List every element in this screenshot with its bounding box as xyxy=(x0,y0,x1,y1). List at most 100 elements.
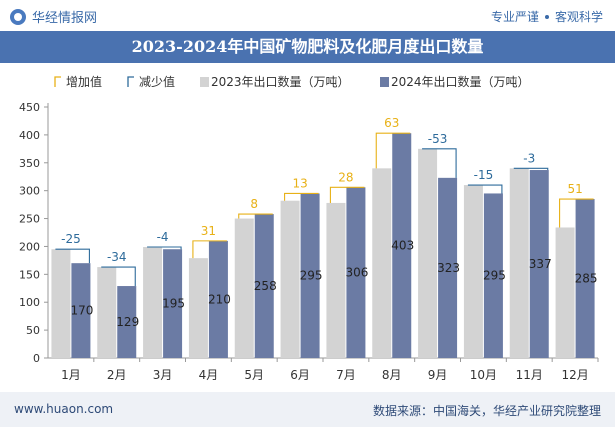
difference-bracket-4 xyxy=(238,213,273,219)
top-bar: 华经情报网 专业严谨 客观科学 xyxy=(0,0,615,31)
difference-label-10: -3 xyxy=(523,151,535,165)
legend-label-2: 2023年出口数量（万吨） xyxy=(211,74,350,89)
legend-marker-2 xyxy=(200,77,209,87)
value-label-2024-7: 403 xyxy=(391,239,414,253)
y-tick-label-150: 150 xyxy=(19,268,40,281)
y-tick-label-0: 0 xyxy=(33,352,40,365)
x-tick-label-3: 4月 xyxy=(199,368,219,382)
value-label-2024-5: 295 xyxy=(300,269,323,283)
y-tick-label-300: 300 xyxy=(19,185,40,198)
y-tick-label-200: 200 xyxy=(19,240,40,253)
bar-2024-0 xyxy=(71,263,91,358)
difference-bracket-3 xyxy=(192,240,227,259)
x-tick-label-10: 11月 xyxy=(516,368,543,382)
bar-2023-4 xyxy=(234,218,254,358)
data-source: 数据来源：中国海关，华经产业研究院整理 xyxy=(372,404,601,418)
chart: 增加值 减少值 2023年出口数量（万吨） 2024年出口数量（万吨） 0 50 100 1… xyxy=(19,74,599,382)
difference-bracket-7 xyxy=(375,132,411,169)
difference-bracket-9 xyxy=(467,184,503,194)
chart-title: 2023-2024年中国矿物肥料及化肥月度出口数量 xyxy=(0,31,615,63)
bar-2023-2 xyxy=(143,247,163,358)
difference-label-5: 13 xyxy=(292,176,307,190)
difference-label-7: 63 xyxy=(384,116,399,130)
legend-marker-1 xyxy=(127,76,134,87)
separator-dot-icon xyxy=(544,15,549,19)
brand[interactable]: 华经情报网 xyxy=(10,7,97,26)
bar-2024-8 xyxy=(438,177,458,358)
bar-2023-10 xyxy=(509,168,529,358)
value-label-2024-1: 129 xyxy=(116,315,139,329)
legend-label-0: 增加值 xyxy=(66,74,102,89)
value-label-2024-9: 295 xyxy=(483,269,506,283)
y-tick-label-350: 350 xyxy=(19,157,40,170)
difference-bracket-1 xyxy=(101,266,136,287)
bar-2024-11 xyxy=(575,199,595,358)
x-tick-label-1: 2月 xyxy=(107,368,127,382)
value-label-2024-0: 170 xyxy=(70,304,93,318)
difference-label-3: 31 xyxy=(201,224,216,238)
footer: www.huaon.com 数据来源：中国海关，华经产业研究院整理 xyxy=(0,392,615,427)
y-tick-label-250: 250 xyxy=(19,213,40,226)
bar-2024-9 xyxy=(483,193,503,358)
x-tick-label-5: 6月 xyxy=(290,368,310,382)
bar-2024-3 xyxy=(208,240,228,358)
bar-2023-11 xyxy=(555,227,575,358)
difference-bracket-8 xyxy=(422,148,457,178)
difference-bracket-6 xyxy=(329,186,365,203)
difference-bracket-2 xyxy=(147,246,182,250)
value-label-2024-4: 258 xyxy=(254,279,277,293)
y-tick-label-450: 450 xyxy=(19,101,40,114)
bars xyxy=(51,132,595,358)
x-tick-label-9: 10月 xyxy=(470,368,497,382)
difference-label-2: -4 xyxy=(157,230,169,244)
difference-label-6: 28 xyxy=(338,170,353,184)
bar-2024-4 xyxy=(254,214,274,358)
data-labels: -25 170 -34 129 -4 195 31 210 8 258 13 295 28 306 63 40… xyxy=(61,116,597,329)
value-label-2024-10: 337 xyxy=(529,257,552,271)
value-label-2024-3: 210 xyxy=(208,292,231,306)
x-tick-label-7: 8月 xyxy=(382,368,402,382)
value-label-2024-6: 306 xyxy=(345,266,368,280)
bar-2023-1 xyxy=(97,267,117,358)
x-tick-label-6: 7月 xyxy=(336,368,356,382)
bar-2023-7 xyxy=(372,168,392,358)
difference-bracket-11 xyxy=(559,198,594,228)
value-label-2024-8: 323 xyxy=(437,261,460,275)
brand-name: 华经情报网 xyxy=(32,11,98,26)
bar-2024-1 xyxy=(117,286,137,358)
difference-bracket-5 xyxy=(284,192,319,201)
y-tick-label-100: 100 xyxy=(19,296,40,309)
x-tick-label-4: 5月 xyxy=(244,368,264,382)
bar-2023-6 xyxy=(326,202,346,358)
legend-label-3: 2024年出口数量（万吨） xyxy=(391,74,530,89)
x-tick-label-0: 1月 xyxy=(61,368,81,382)
difference-bracket-0 xyxy=(55,248,90,264)
legend-label-1: 减少值 xyxy=(139,74,175,89)
bar-2023-8 xyxy=(418,148,438,358)
bar-2023-3 xyxy=(188,258,208,358)
legend-marker-3 xyxy=(380,77,389,87)
difference-label-8: -53 xyxy=(428,132,448,146)
bar-2023-0 xyxy=(51,249,71,358)
bar-2024-2 xyxy=(163,249,183,358)
axes: 0 50 100 150 200 250 300 350 400 450 1月 2月 3月 4月 5月 6月 7… xyxy=(19,101,599,382)
difference-label-0: -25 xyxy=(61,232,81,246)
y-tick-label-50: 50 xyxy=(26,324,40,337)
bar-2023-9 xyxy=(463,185,483,358)
difference-label-9: -15 xyxy=(474,168,494,182)
y-tick-label-400: 400 xyxy=(19,129,40,142)
x-tick-label-8: 9月 xyxy=(428,368,448,382)
bar-2023-5 xyxy=(280,200,300,358)
x-tick-label-2: 3月 xyxy=(153,368,173,382)
legend: 增加值 减少值 2023年出口数量（万吨） 2024年出口数量（万吨） xyxy=(54,74,530,89)
value-label-2024-11: 285 xyxy=(575,272,598,286)
footer-url[interactable]: www.huaon.com xyxy=(14,402,114,416)
slogan-right: 客观科学 xyxy=(554,10,603,24)
huajing-logo-icon xyxy=(10,8,26,25)
bar-2024-10 xyxy=(529,170,549,358)
bar-2024-5 xyxy=(300,193,320,358)
difference-label-11: 51 xyxy=(567,182,582,196)
difference-bracket-10 xyxy=(513,167,549,171)
slogan: 专业严谨 客观科学 xyxy=(491,8,603,25)
